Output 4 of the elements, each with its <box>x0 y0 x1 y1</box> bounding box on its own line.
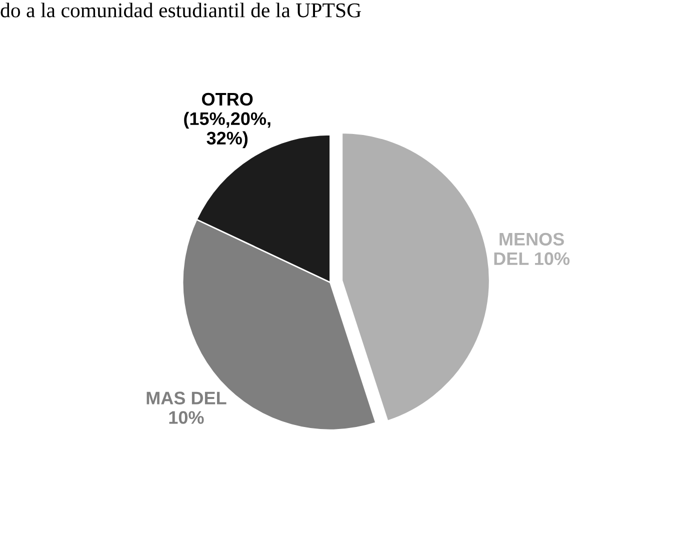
chart-title: do a la comunidad estudiantil de la UPTSG <box>0 2 361 18</box>
slice-label: OTRO (15%,20%, 32%) <box>184 92 270 148</box>
slice-label: MENOS DEL 10% <box>494 232 570 266</box>
slice-label: MAS DEL 10% <box>146 392 226 424</box>
